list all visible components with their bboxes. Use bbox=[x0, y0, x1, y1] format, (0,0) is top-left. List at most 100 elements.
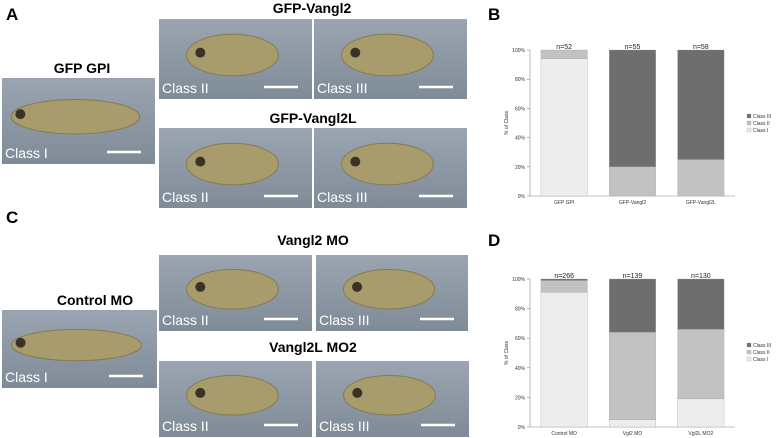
photo-label: Class III bbox=[319, 312, 370, 328]
photo-label: Class II bbox=[162, 418, 209, 434]
photo: Class II bbox=[159, 361, 312, 437]
legend-label: Class II bbox=[753, 121, 770, 127]
bar-segment bbox=[609, 332, 656, 420]
photo-label: Class I bbox=[5, 145, 48, 161]
bar-segment bbox=[540, 292, 588, 428]
bar-annotation: n=58 bbox=[693, 44, 709, 51]
photo: Class III bbox=[316, 255, 468, 331]
y-tick-label: 100% bbox=[512, 277, 525, 283]
bar-segment bbox=[609, 49, 656, 167]
y-tick-label: 60% bbox=[515, 106, 526, 112]
panel-letter: D bbox=[488, 231, 500, 250]
y-tick-label: 20% bbox=[515, 165, 526, 171]
photo-label: Class III bbox=[317, 189, 368, 205]
panel-letter: A bbox=[6, 5, 18, 24]
bar-segment bbox=[677, 278, 725, 330]
x-tick-label: Vgl2L MO2 bbox=[688, 431, 713, 437]
y-tick-label: 0% bbox=[518, 194, 526, 200]
photo: Class I bbox=[2, 78, 155, 164]
legend-label: Class I bbox=[753, 357, 768, 363]
photo-label: Class II bbox=[162, 80, 209, 96]
legend-swatch bbox=[746, 349, 752, 355]
bar-segment bbox=[677, 49, 725, 160]
photo: Class III bbox=[316, 361, 469, 437]
legend-label: Class I bbox=[753, 128, 768, 134]
photo: Class III bbox=[314, 128, 467, 208]
legend-label: Class III bbox=[753, 114, 771, 120]
panel-letter: B bbox=[488, 5, 500, 24]
panel-title: Control MO bbox=[57, 292, 133, 308]
photo: Class I bbox=[2, 310, 157, 388]
y-tick-label: 80% bbox=[515, 77, 526, 83]
photo: Class II bbox=[159, 19, 312, 99]
embryo-head bbox=[350, 47, 361, 58]
photo: Class III bbox=[314, 19, 467, 99]
legend-label: Class II bbox=[753, 350, 770, 356]
y-tick-label: 100% bbox=[512, 48, 525, 54]
embryo bbox=[10, 99, 141, 135]
bar-annotation: n=130 bbox=[691, 273, 711, 280]
bar-segment bbox=[609, 166, 656, 197]
bar-segment bbox=[540, 58, 588, 197]
x-tick-label: Control MO bbox=[551, 431, 577, 437]
bar-annotation: n=139 bbox=[623, 273, 643, 280]
bar-annotation: n=52 bbox=[556, 44, 572, 51]
bar-segment bbox=[677, 329, 725, 400]
y-tick-label: 20% bbox=[515, 395, 526, 401]
bar-segment bbox=[540, 280, 588, 293]
legend-swatch bbox=[746, 120, 752, 126]
panel-title: Vangl2L MO2 bbox=[269, 339, 357, 355]
y-tick-label: 0% bbox=[518, 425, 526, 431]
photo-label: Class III bbox=[319, 418, 370, 434]
x-tick-label: GFP-Vangl2 bbox=[619, 200, 646, 206]
embryo-head bbox=[352, 387, 363, 398]
photo-label: Class II bbox=[162, 312, 209, 328]
embryo-head bbox=[195, 387, 206, 398]
embryo bbox=[186, 142, 279, 186]
legend-swatch bbox=[746, 113, 752, 119]
photo-label: Class III bbox=[317, 80, 368, 96]
y-tick-label: 40% bbox=[515, 136, 526, 142]
panel-title: GFP-Vangl2 bbox=[273, 0, 352, 16]
photo-label: Class II bbox=[162, 189, 209, 205]
photo: Class II bbox=[159, 255, 312, 331]
x-tick-label: Vgl2 MO bbox=[623, 431, 643, 437]
y-axis-label: % of Class bbox=[504, 111, 510, 135]
photo-label: Class I bbox=[5, 369, 48, 385]
embryo bbox=[343, 374, 436, 416]
x-tick-label: GFP-Vangl2L bbox=[686, 200, 716, 206]
embryo bbox=[186, 268, 279, 310]
bar-annotation: n=55 bbox=[625, 44, 641, 51]
x-tick-label: GFP GPI bbox=[554, 200, 574, 206]
y-tick-label: 60% bbox=[515, 336, 526, 342]
embryo-head bbox=[350, 156, 361, 167]
bar-segment bbox=[540, 278, 588, 281]
embryo-head bbox=[195, 281, 206, 292]
embryo bbox=[186, 33, 279, 77]
embryo bbox=[10, 329, 142, 362]
bar-segment bbox=[609, 278, 656, 333]
bar-segment bbox=[609, 419, 656, 428]
bar-segment bbox=[677, 159, 725, 197]
embryo bbox=[186, 374, 279, 416]
bar-annotation: n=266 bbox=[554, 273, 574, 280]
photo: Class II bbox=[159, 128, 312, 208]
legend-swatch bbox=[746, 356, 752, 362]
legend-swatch bbox=[746, 127, 752, 133]
panel-title: GFP GPI bbox=[54, 60, 111, 76]
embryo-head bbox=[352, 281, 363, 292]
y-tick-label: 80% bbox=[515, 307, 526, 313]
embryo-head bbox=[15, 337, 26, 348]
y-tick-label: 40% bbox=[515, 366, 526, 372]
embryo-head bbox=[195, 47, 206, 58]
legend-label: Class III bbox=[753, 343, 771, 349]
embryo bbox=[341, 142, 434, 186]
embryo bbox=[342, 268, 436, 310]
y-axis-label: % of Class bbox=[504, 341, 510, 365]
panel-title: Vangl2 MO bbox=[277, 232, 349, 248]
bar-segment bbox=[677, 398, 725, 428]
embryo-head bbox=[15, 109, 26, 120]
panel-title: GFP-Vangl2L bbox=[269, 110, 357, 126]
bar-segment bbox=[540, 49, 588, 59]
